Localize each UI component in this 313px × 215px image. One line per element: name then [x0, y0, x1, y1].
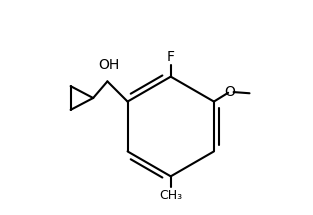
Text: F: F — [167, 50, 175, 64]
Text: CH₃: CH₃ — [159, 189, 182, 202]
Text: O: O — [224, 85, 235, 99]
Text: OH: OH — [98, 58, 119, 72]
